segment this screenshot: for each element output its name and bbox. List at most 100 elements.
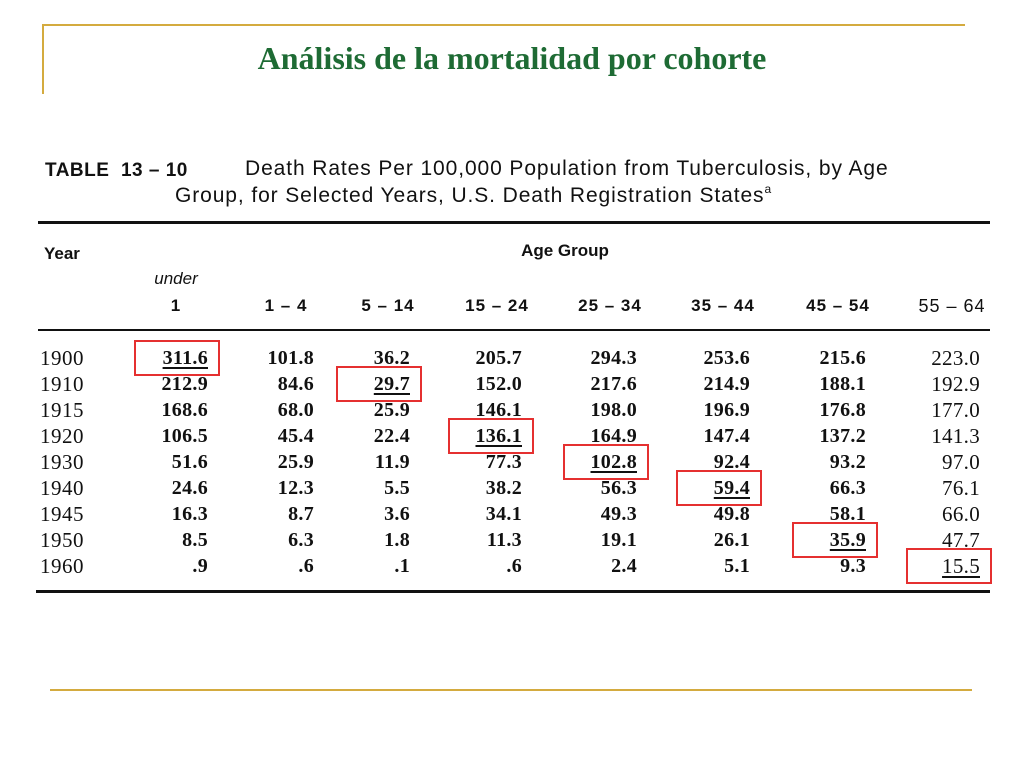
- year-cell: 1920: [40, 424, 84, 448]
- value-cell: 5.1: [724, 555, 750, 577]
- value-cell: .6: [298, 555, 314, 577]
- age-column-header-top: under: [154, 269, 198, 288]
- year-cell: 1930: [40, 450, 84, 474]
- table-label: TABLE 13 – 10: [45, 160, 188, 181]
- value-cell: 294.3: [590, 347, 637, 369]
- year-column-header: Year: [44, 244, 80, 263]
- value-cell: 45.4: [277, 425, 314, 447]
- value-cell: 9.3: [840, 555, 866, 577]
- frame-top-line: [43, 24, 965, 26]
- value-cell: 253.6: [703, 347, 750, 369]
- value-cell: 38.2: [485, 477, 522, 499]
- value-cell: 141.3: [931, 424, 980, 448]
- value-cell: 8.5: [182, 529, 208, 551]
- age-column-header: 15 – 24: [465, 296, 529, 315]
- value-cell: .1: [394, 555, 410, 577]
- age-column-header: 25 – 34: [578, 296, 642, 315]
- table-bottom-rule: [36, 590, 990, 593]
- value-cell: 177.0: [931, 398, 980, 422]
- table-row: 1915 168.6 68.0 25.9 146.1 198.0 196.9 176.8 177…: [0, 397, 1000, 423]
- value-cell: 137.2: [819, 425, 866, 447]
- value-cell: 56.3: [600, 477, 637, 499]
- value-cell: 214.9: [703, 373, 750, 395]
- value-cell: 152.0: [475, 373, 522, 395]
- value-cell: 168.6: [161, 399, 208, 421]
- value-cell: 188.1: [819, 373, 866, 395]
- value-cell: 66.3: [829, 477, 866, 499]
- value-cell: 198.0: [590, 399, 637, 421]
- value-cell: 136.1: [475, 425, 522, 447]
- table-row: 1960 .9 .6 .1 .6 2.4 5.1 9.3 15.5: [0, 553, 1000, 579]
- value-cell: 223.0: [931, 346, 980, 370]
- cohort-highlight-box: [792, 522, 878, 558]
- value-cell: 215.6: [819, 347, 866, 369]
- age-column-header: 55 – 64: [918, 296, 986, 316]
- value-cell: 311.6: [162, 347, 208, 369]
- value-cell: 93.2: [829, 451, 866, 473]
- cohort-highlight-box: [676, 470, 762, 506]
- value-cell: .9: [192, 555, 208, 577]
- value-cell: 6.3: [288, 529, 314, 551]
- age-column-header: 1 – 4: [264, 296, 308, 315]
- value-cell: .6: [506, 555, 522, 577]
- frame-bottom-line: [50, 689, 972, 691]
- value-cell: 97.0: [942, 450, 980, 474]
- value-cell: 2.4: [611, 555, 637, 577]
- value-cell: 15.5: [942, 554, 980, 578]
- value-cell: 101.8: [267, 347, 314, 369]
- value-cell: 58.1: [829, 503, 866, 525]
- year-cell: 1915: [40, 398, 84, 422]
- table-caption-line-2: Group, for Selected Years, U.S. Death Re…: [175, 182, 773, 208]
- slide-title: Análisis de la mortalidad por cohorte: [257, 40, 767, 76]
- table-caption-line-2-text: Group, for Selected Years, U.S. Death Re…: [175, 184, 765, 207]
- value-cell: 25.9: [373, 399, 410, 421]
- value-cell: 196.9: [703, 399, 750, 421]
- value-cell: 76.1: [942, 476, 980, 500]
- table-row: 1910 212.9 84.6 29.7 152.0 217.6 214.9 188.1 192…: [0, 371, 1000, 397]
- value-cell: 68.0: [277, 399, 314, 421]
- value-cell: 26.1: [713, 529, 750, 551]
- table-header-rule: [38, 329, 990, 331]
- value-cell: 59.4: [713, 477, 750, 499]
- value-cell: 36.2: [373, 347, 410, 369]
- value-cell: 3.6: [384, 503, 410, 525]
- cohort-highlight-box: [448, 418, 534, 454]
- cohort-highlight-box: [906, 548, 992, 584]
- table-row: 1920 106.5 45.4 22.4 136.1 164.9 147.4 137.2 141…: [0, 423, 1000, 449]
- value-cell: 8.7: [288, 503, 314, 525]
- value-cell: 11.3: [486, 529, 522, 551]
- cohort-highlight-box: [134, 340, 220, 376]
- age-column-header: 5 – 14: [361, 296, 415, 315]
- value-cell: 176.8: [819, 399, 866, 421]
- value-cell: 164.9: [590, 425, 637, 447]
- table-row: 1940 24.6 12.3 5.5 38.2 56.3 59.4 66.3 76.1: [0, 475, 1000, 501]
- year-cell: 1910: [40, 372, 84, 396]
- age-group-header: Age Group: [521, 241, 609, 260]
- value-cell: 12.3: [277, 477, 314, 499]
- value-cell: 146.1: [475, 399, 522, 421]
- value-cell: 192.9: [931, 372, 980, 396]
- table-row: 1945 16.3 8.7 3.6 34.1 49.3 49.8 58.1 66.0: [0, 501, 1000, 527]
- value-cell: 66.0: [942, 502, 980, 526]
- value-cell: 147.4: [703, 425, 750, 447]
- year-cell: 1940: [40, 476, 84, 500]
- year-cell: 1960: [40, 554, 84, 578]
- value-cell: 34.1: [485, 503, 522, 525]
- value-cell: 25.9: [277, 451, 314, 473]
- value-cell: 102.8: [590, 451, 637, 473]
- table-row: 1950 8.5 6.3 1.8 11.3 19.1 26.1 35.9 47.7: [0, 527, 1000, 553]
- value-cell: 24.6: [171, 477, 208, 499]
- table-top-rule: [38, 221, 990, 224]
- value-cell: 92.4: [713, 451, 750, 473]
- year-cell: 1945: [40, 502, 84, 526]
- footnote-marker: a: [764, 182, 773, 196]
- table-row: 1930 51.6 25.9 11.9 77.3 102.8 92.4 93.2 97.0: [0, 449, 1000, 475]
- value-cell: 35.9: [829, 529, 866, 551]
- table-caption-line-1: Death Rates Per 100,000 Population from …: [245, 157, 889, 180]
- cohort-highlight-box: [336, 366, 422, 402]
- value-cell: 19.1: [600, 529, 637, 551]
- value-cell: 77.3: [485, 451, 522, 473]
- value-cell: 84.6: [277, 373, 314, 395]
- table-row: 1900 311.6 101.8 36.2 205.7 294.3 253.6 215.6 22…: [0, 345, 1000, 371]
